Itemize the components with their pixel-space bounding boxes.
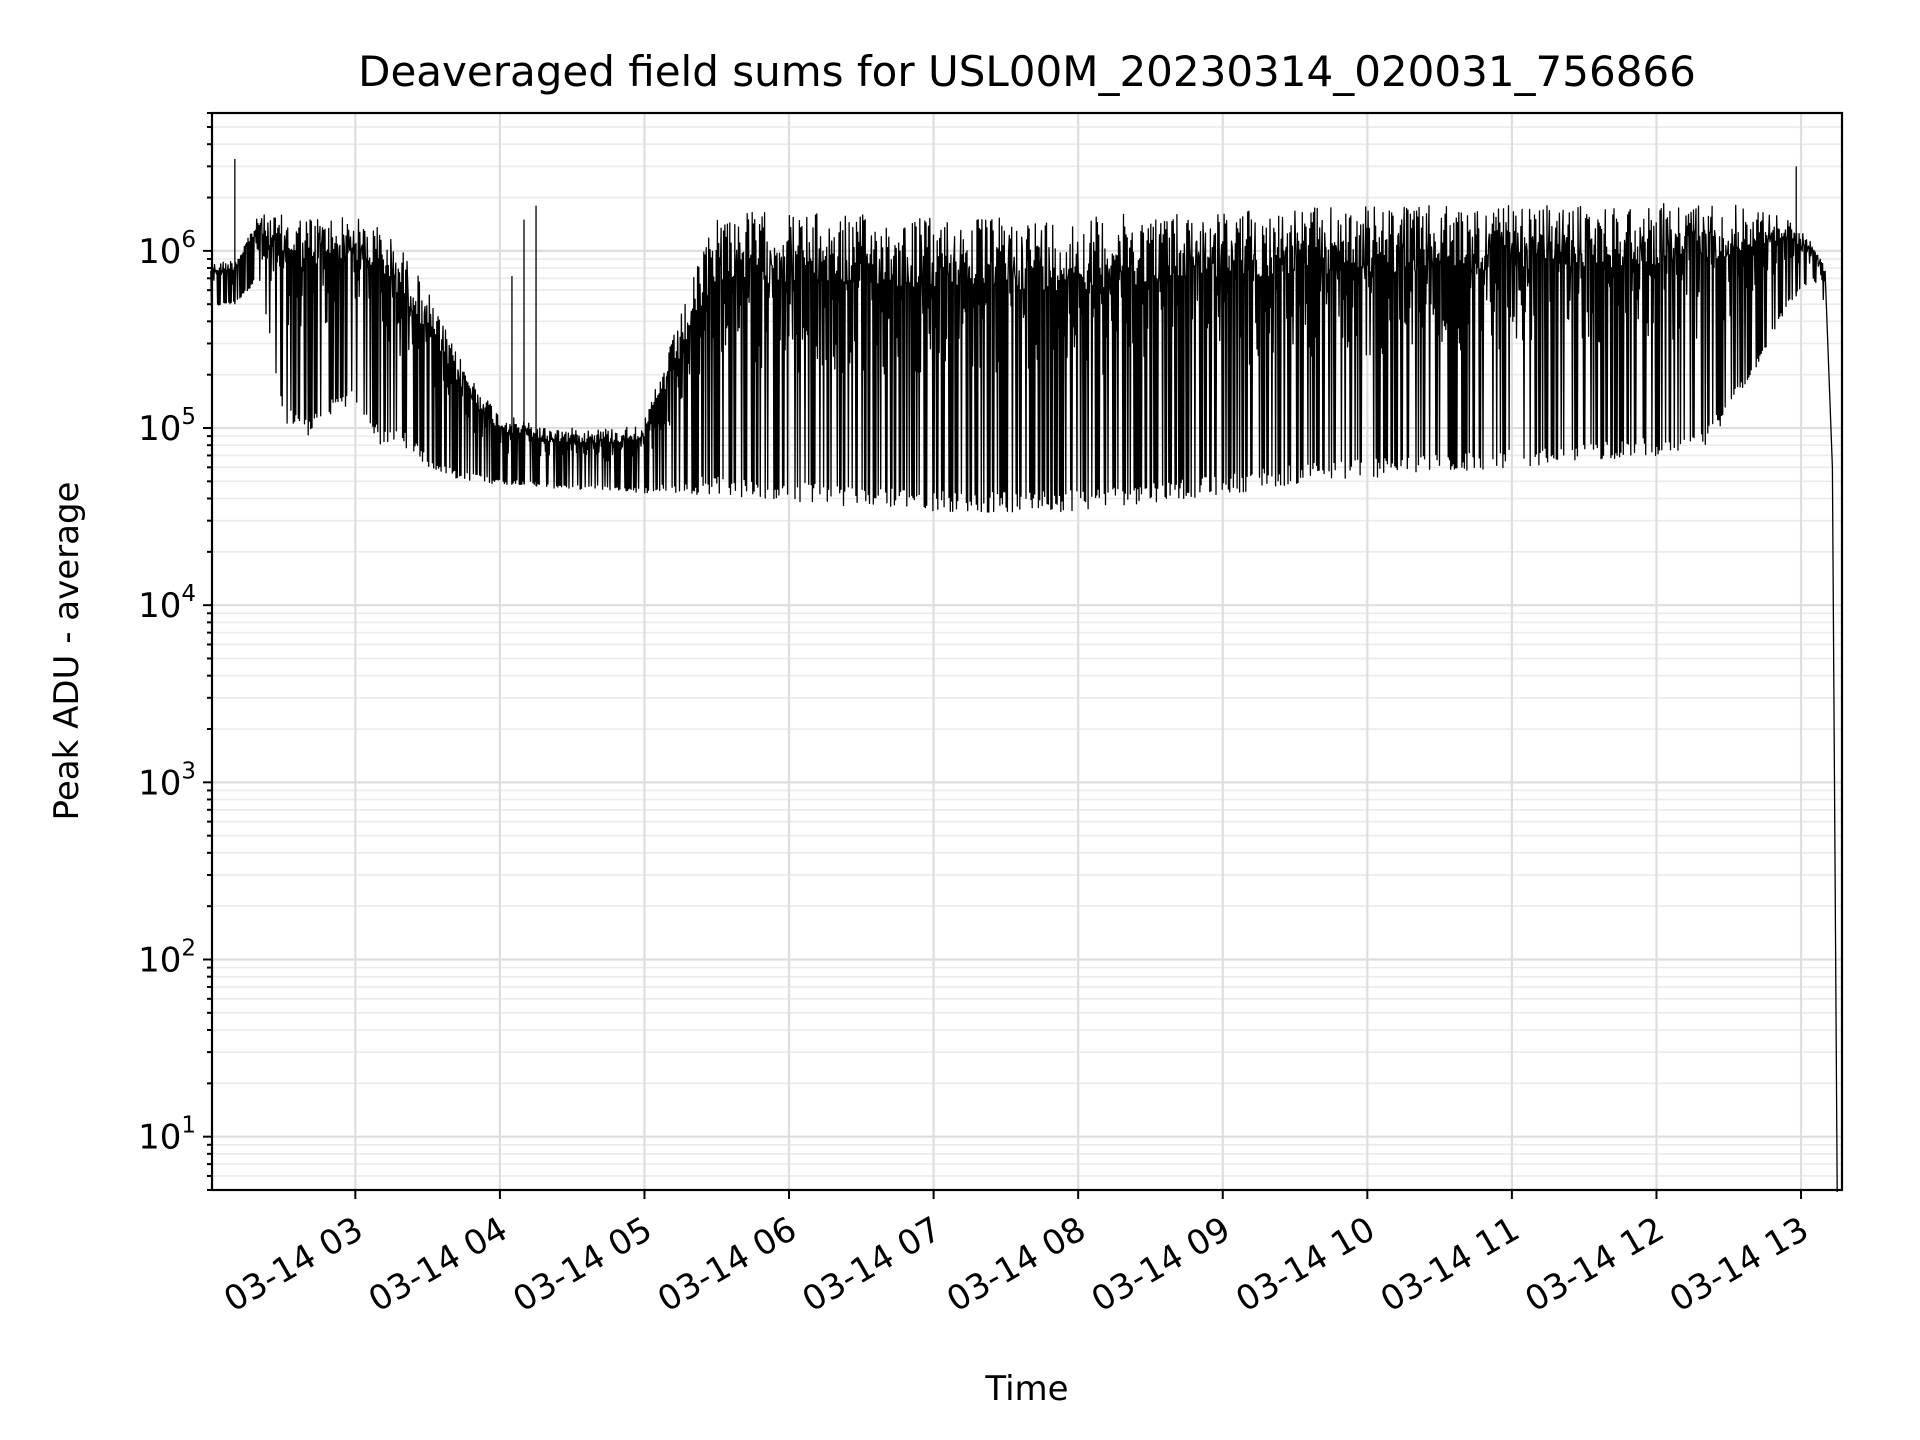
axis-ticks bbox=[203, 112, 1803, 1199]
y-tick-exponent: 6 bbox=[181, 227, 196, 253]
y-tick-label: 105 bbox=[138, 404, 196, 449]
y-tick-exponent: 4 bbox=[181, 581, 196, 607]
x-tick-label: 03-14 08 bbox=[940, 1209, 1092, 1320]
y-tick-label: 106 bbox=[138, 227, 196, 272]
y-tick-label: 102 bbox=[138, 936, 196, 981]
series-line bbox=[210, 203, 1838, 1193]
y-tick-base: 10 bbox=[138, 409, 181, 449]
x-tick-label: 03-14 12 bbox=[1519, 1209, 1671, 1320]
y-tick-base: 10 bbox=[138, 763, 181, 803]
y-tick-exponent: 3 bbox=[181, 758, 196, 784]
x-tick-label: 03-14 09 bbox=[1085, 1209, 1237, 1320]
y-tick-label: 104 bbox=[138, 581, 196, 626]
x-tick-label: 03-14 13 bbox=[1663, 1209, 1815, 1320]
y-axis-label: Peak ADU - average bbox=[47, 482, 87, 821]
y-tick-exponent: 2 bbox=[181, 936, 196, 962]
y-tick-base: 10 bbox=[138, 586, 181, 626]
y-tick-base: 10 bbox=[138, 232, 181, 272]
x-tick-label: 03-14 06 bbox=[651, 1209, 803, 1320]
y-tick-label: 103 bbox=[138, 758, 196, 803]
y-tick-label: 101 bbox=[138, 1113, 196, 1158]
chart-title: Deaveraged field sums for USL00M_2023031… bbox=[358, 47, 1696, 96]
y-tick-exponent: 5 bbox=[181, 404, 196, 430]
x-tick-label: 03-14 11 bbox=[1374, 1209, 1526, 1320]
x-axis-label: Time bbox=[984, 1369, 1068, 1409]
y-tick-base: 10 bbox=[138, 941, 181, 981]
x-tick-label: 03-14 10 bbox=[1229, 1209, 1381, 1320]
x-tick-label: 03-14 04 bbox=[362, 1209, 514, 1320]
series-layer bbox=[210, 158, 1838, 1193]
x-tick-label: 03-14 03 bbox=[217, 1209, 369, 1320]
plot-frame bbox=[210, 111, 1844, 1192]
x-tick-label: 03-14 07 bbox=[796, 1209, 948, 1320]
y-tick-exponent: 1 bbox=[181, 1113, 196, 1139]
y-tick-base: 10 bbox=[138, 1118, 181, 1158]
x-tick-label: 03-14 05 bbox=[507, 1209, 659, 1320]
